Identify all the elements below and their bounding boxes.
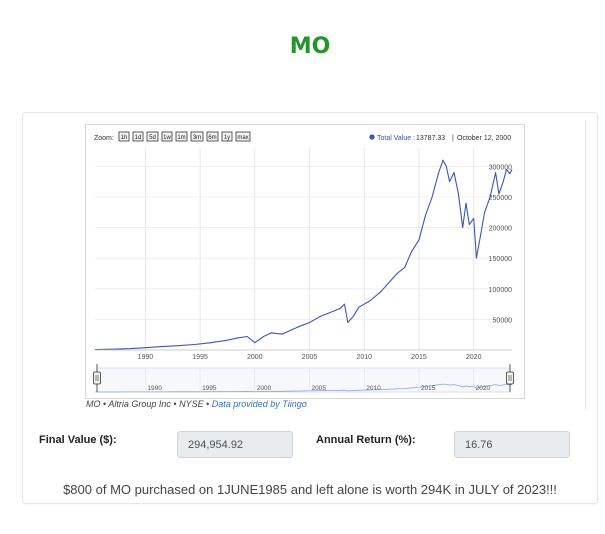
zoom-button-box[interactable]	[221, 131, 233, 142]
zoom-button-box[interactable]	[146, 131, 159, 142]
handle-grip[interactable]	[506, 371, 514, 385]
zoom-button-box[interactable]	[132, 131, 144, 142]
handle-grip[interactable]	[93, 371, 101, 385]
navigator-series-line	[95, 383, 513, 393]
x-tick-label: 2020	[466, 354, 482, 361]
y-tick-label: 300000	[489, 164, 512, 171]
x-tick-label: 2000	[247, 354, 263, 361]
zoom-button-label[interactable]: 1y	[224, 135, 230, 141]
zoom-button-label[interactable]: 5d	[149, 135, 156, 141]
legend-separator: |	[452, 135, 454, 142]
x-tick-label: 1990	[138, 354, 154, 361]
final-value-label: Final Value ($):	[39, 434, 117, 446]
y-tick-label: 200000	[489, 226, 512, 233]
zoom-button-1w[interactable]: 1w	[161, 131, 173, 142]
y-tick-label: 250000	[489, 195, 512, 202]
legend-marker	[369, 134, 375, 140]
final-value-field[interactable]: 294,954.92	[177, 431, 293, 458]
card-divider	[585, 120, 586, 410]
x-tick-label: 2010	[356, 354, 372, 361]
annual-return-label: Annual Return (%):	[316, 434, 416, 446]
source-ticker: MO	[86, 399, 101, 409]
zoom-button-label[interactable]: 1h	[121, 135, 128, 141]
zoom-button-box[interactable]	[235, 131, 251, 142]
navigator-tick-label: 2005	[312, 385, 327, 392]
zoom-button-box[interactable]	[118, 131, 130, 142]
zoom-button-3m[interactable]: 3m	[190, 131, 204, 142]
navigator-track[interactable]	[96, 367, 511, 393]
navigator-tick-label: 2020	[476, 385, 491, 392]
zoom-label: Zoom:	[94, 135, 114, 142]
zoom-button-label[interactable]: 1d	[135, 135, 142, 141]
y-tick-label: 50000	[493, 317, 513, 324]
zoom-button-label[interactable]: 1m	[177, 135, 185, 141]
source-separator: •	[173, 399, 177, 409]
zoom-button-label[interactable]: 3m	[193, 135, 201, 141]
annual-return-field[interactable]: 16.76	[454, 431, 570, 458]
data-provider-link[interactable]: Data provided by Tiingo	[211, 399, 307, 409]
series-line-total-value	[94, 159, 513, 351]
source-exchange: NYSE	[179, 399, 204, 409]
x-tick-label: 2015	[411, 354, 427, 361]
navigator-tick-label: 2000	[257, 385, 272, 392]
zoom-button-box[interactable]	[161, 131, 173, 142]
page-title: MO	[289, 34, 331, 59]
zoom-button-6m[interactable]: 6m	[206, 131, 219, 142]
legend-value: 13787.33	[416, 135, 445, 142]
zoom-button-1m[interactable]: 1m	[175, 131, 188, 142]
x-tick-label: 2005	[302, 354, 318, 361]
zoom-button-box[interactable]	[190, 131, 204, 142]
legend-label: Total Value :	[377, 135, 415, 142]
zoom-button-5d[interactable]: 5d	[146, 131, 159, 142]
navigator-tick-label: 2010	[366, 385, 381, 392]
navigator-tick-label: 2015	[421, 385, 436, 392]
summary-text: $800 of MO purchased on 1JUNE1985 and le…	[63, 482, 557, 497]
zoom-button-box[interactable]	[206, 131, 219, 142]
zoom-button-label[interactable]: 1w	[163, 135, 171, 141]
zoom-button-box[interactable]	[175, 131, 188, 142]
stock-chart[interactable]: Zoom: 1h 1d 5d 1w 1m 3m 6m 1y max Total Value : …	[85, 124, 525, 399]
source-attribution: MO • Altria Group Inc • NYSE • Data prov…	[86, 399, 307, 409]
x-tick-label: 1995	[192, 354, 208, 361]
y-tick-label: 150000	[489, 256, 512, 263]
navigator-right-handle[interactable]	[506, 364, 514, 392]
source-company: Altria Group Inc	[108, 399, 171, 409]
navigator-left-handle[interactable]	[93, 364, 101, 392]
zoom-button-label[interactable]: max	[237, 135, 248, 141]
legend-date: October 12, 2000	[457, 135, 511, 142]
navigator-tick-label: 1995	[202, 385, 217, 392]
zoom-button-1d[interactable]: 1d	[132, 131, 144, 142]
chart-border	[85, 124, 525, 399]
y-tick-label: 100000	[489, 287, 512, 294]
source-separator: •	[103, 399, 107, 409]
source-separator: •	[206, 399, 210, 409]
navigator-tick-label: 1990	[147, 385, 162, 392]
zoom-button-max[interactable]: max	[235, 131, 251, 142]
zoom-button-label[interactable]: 6m	[208, 135, 216, 141]
zoom-button-1h[interactable]: 1h	[118, 131, 130, 142]
zoom-button-1y[interactable]: 1y	[221, 131, 233, 142]
